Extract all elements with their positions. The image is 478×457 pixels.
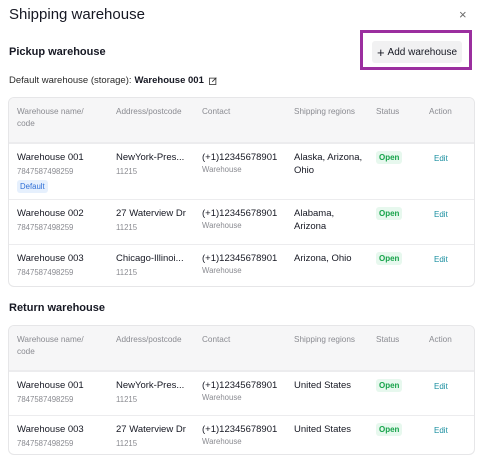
table-row: Warehouse 001 7847587498259 Default NewY… bbox=[9, 143, 474, 199]
edit-icon[interactable] bbox=[208, 76, 217, 85]
edit-link[interactable]: Edit bbox=[434, 154, 448, 163]
col-header-name: Warehouse name/ code bbox=[17, 107, 84, 128]
edit-link[interactable]: Edit bbox=[434, 382, 448, 391]
warehouse-code: 7847587498259 bbox=[17, 223, 74, 232]
warehouse-code: 7847587498259 bbox=[17, 395, 74, 404]
address: 27 Waterview Dr bbox=[116, 208, 186, 219]
warehouse-name: Warehouse 001 bbox=[17, 380, 84, 391]
table-row: Warehouse 001 7847587498259 NewYork-Pres… bbox=[9, 371, 474, 415]
postcode: 11215 bbox=[116, 223, 138, 232]
return-warehouse-table: Warehouse name/ code Address/postcode Co… bbox=[8, 325, 475, 455]
dialog-title: Shipping warehouse bbox=[9, 6, 145, 23]
status-badge: Open bbox=[376, 207, 403, 220]
postcode: 11215 bbox=[116, 395, 138, 404]
col-header-name: Warehouse name/ code bbox=[17, 335, 84, 356]
edit-link[interactable]: Edit bbox=[434, 210, 448, 219]
warehouse-name: Warehouse 002 bbox=[17, 208, 84, 219]
status-badge: Open bbox=[376, 423, 403, 436]
add-warehouse-button[interactable]: + Add warehouse bbox=[372, 41, 462, 63]
pickup-section-title: Pickup warehouse bbox=[9, 46, 106, 58]
table-row: Warehouse 002 7847587498259 27 Waterview… bbox=[9, 199, 474, 244]
return-section-title: Return warehouse bbox=[9, 302, 105, 314]
address: 27 Waterview Dr bbox=[116, 424, 186, 435]
warehouse-code: 7847587498259 bbox=[17, 167, 74, 176]
col-header-contact: Contact bbox=[202, 107, 231, 116]
contact-type: Warehouse bbox=[202, 221, 242, 230]
edit-link[interactable]: Edit bbox=[434, 255, 448, 264]
contact-phone: (+1)12345678901 bbox=[202, 424, 278, 435]
contact-phone: (+1)12345678901 bbox=[202, 208, 278, 219]
col-header-action: Action bbox=[429, 335, 452, 344]
shipping-regions: Alabama, Arizona bbox=[294, 208, 335, 232]
contact-type: Warehouse bbox=[202, 437, 242, 446]
warehouse-code: 7847587498259 bbox=[17, 439, 74, 448]
contact-phone: (+1)12345678901 bbox=[202, 152, 278, 163]
pickup-warehouse-table: Warehouse name/ code Address/postcode Co… bbox=[8, 97, 475, 287]
col-header-address: Address/postcode bbox=[116, 107, 182, 116]
edit-link[interactable]: Edit bbox=[434, 426, 448, 435]
default-warehouse-label: Default warehouse (storage): bbox=[9, 75, 132, 86]
postcode: 11215 bbox=[116, 268, 138, 277]
status-badge: Open bbox=[376, 379, 403, 392]
table-header: Warehouse name/ code Address/postcode Co… bbox=[9, 326, 474, 371]
address: NewYork-Pres... bbox=[116, 380, 185, 391]
address: Chicago-Illinoi... bbox=[116, 253, 184, 264]
col-header-status: Status bbox=[376, 335, 400, 344]
status-badge: Open bbox=[376, 151, 403, 164]
table-row: Warehouse 003 7847587498259 Chicago-Illi… bbox=[9, 244, 474, 286]
plus-icon: + bbox=[376, 44, 385, 60]
col-header-regions: Shipping regions bbox=[294, 335, 355, 344]
close-icon[interactable]: × bbox=[459, 7, 467, 22]
contact-phone: (+1)12345678901 bbox=[202, 380, 278, 391]
table-row: Warehouse 003 7847587498259 27 Waterview… bbox=[9, 415, 474, 454]
warehouse-name: Warehouse 001 bbox=[17, 152, 84, 163]
contact-type: Warehouse bbox=[202, 393, 242, 402]
col-header-status: Status bbox=[376, 107, 400, 116]
shipping-regions: United States bbox=[294, 380, 352, 391]
contact-type: Warehouse bbox=[202, 266, 242, 275]
default-warehouse-value: Warehouse 001 bbox=[134, 75, 204, 86]
table-header: Warehouse name/ code Address/postcode Co… bbox=[9, 98, 474, 143]
add-warehouse-label: Add warehouse bbox=[387, 46, 458, 58]
shipping-regions: Alaska, Arizona, Ohio bbox=[294, 152, 363, 176]
warehouse-code: 7847587498259 bbox=[17, 268, 74, 277]
add-warehouse-highlight: + Add warehouse bbox=[360, 30, 472, 70]
contact-type: Warehouse bbox=[202, 165, 242, 174]
shipping-regions: Arizona, Ohio bbox=[294, 253, 352, 264]
shipping-regions: United States bbox=[294, 424, 352, 435]
contact-phone: (+1)12345678901 bbox=[202, 253, 278, 264]
col-header-address: Address/postcode bbox=[116, 335, 182, 344]
default-warehouse-line: Default warehouse (storage): Warehouse 0… bbox=[9, 75, 217, 86]
col-header-action: Action bbox=[429, 107, 452, 116]
postcode: 11215 bbox=[116, 167, 138, 176]
col-header-regions: Shipping regions bbox=[294, 107, 355, 116]
address: NewYork-Pres... bbox=[116, 152, 185, 163]
col-header-contact: Contact bbox=[202, 335, 231, 344]
warehouse-name: Warehouse 003 bbox=[17, 253, 84, 264]
status-badge: Open bbox=[376, 252, 403, 265]
postcode: 11215 bbox=[116, 439, 138, 448]
warehouse-name: Warehouse 003 bbox=[17, 424, 84, 435]
default-tag: Default bbox=[17, 180, 48, 193]
